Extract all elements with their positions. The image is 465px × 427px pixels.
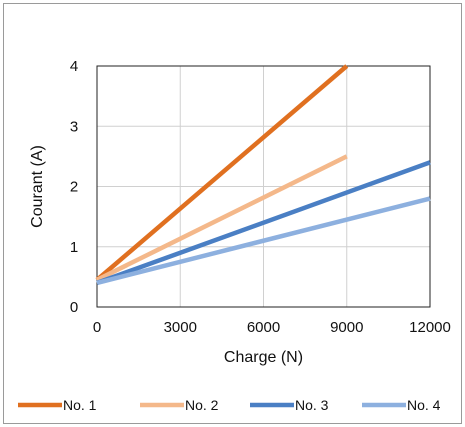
x-tick-label: 12000 bbox=[409, 319, 451, 336]
x-axis-title: Charge (N) bbox=[224, 349, 303, 366]
legend-label-no-1: No. 1 bbox=[63, 397, 97, 413]
plot-area bbox=[96, 65, 431, 308]
x-axis-ticks: 0 3000 6000 9000 12000 bbox=[93, 319, 451, 336]
y-axis-title: Courant (A) bbox=[29, 145, 46, 228]
series-line-no-3 bbox=[96, 160, 431, 286]
y-tick-label: 2 bbox=[70, 179, 78, 196]
y-tick-label: 0 bbox=[70, 299, 78, 316]
series-line-no-2 bbox=[96, 154, 348, 282]
series-lines bbox=[95, 64, 431, 286]
legend-label-no-3: No. 3 bbox=[295, 397, 329, 413]
y-tick-label: 3 bbox=[70, 118, 78, 135]
x-tick-label: 9000 bbox=[330, 319, 363, 336]
y-tick-label: 1 bbox=[70, 239, 78, 256]
legend: No. 1 No. 2 No. 3 No. 4 bbox=[18, 397, 441, 413]
x-tick-label: 3000 bbox=[164, 319, 197, 336]
y-axis-ticks: 0 1 2 3 4 bbox=[70, 58, 78, 316]
y-tick-label: 4 bbox=[70, 58, 78, 75]
legend-label-no-2: No. 2 bbox=[185, 397, 219, 413]
x-tick-label: 6000 bbox=[247, 319, 280, 336]
series-line-no-1 bbox=[95, 64, 349, 282]
legend-label-no-4: No. 4 bbox=[407, 397, 441, 413]
x-tick-label: 0 bbox=[93, 319, 101, 336]
series-line-no-4 bbox=[96, 196, 431, 286]
